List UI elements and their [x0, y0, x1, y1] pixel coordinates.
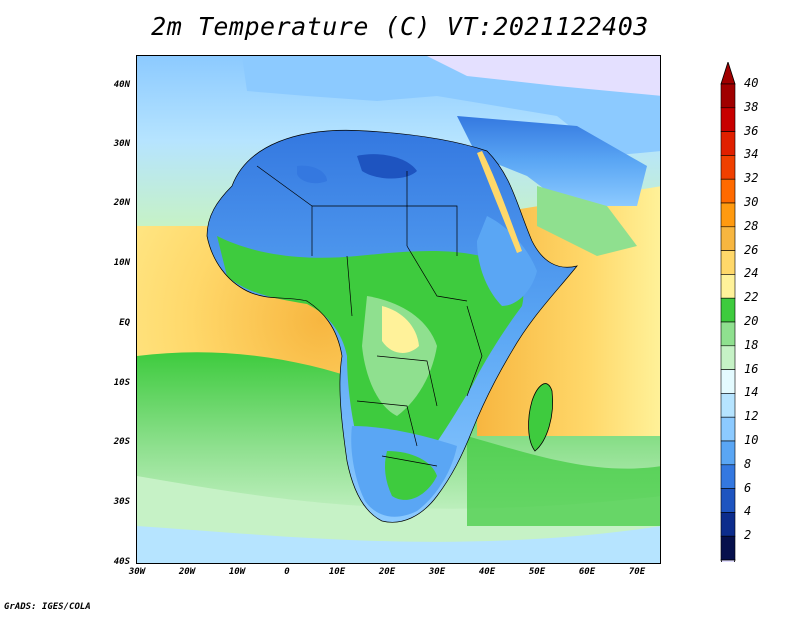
colorbar-tick-label: 2 [744, 528, 752, 543]
colorbar-tick-label: 14 [744, 385, 759, 400]
colorbar-tick-label: 40 [744, 76, 759, 90]
lon-label-20e: 20E [378, 567, 396, 577]
colorbar-bin [720, 178, 736, 204]
cold-europe-region [427, 56, 660, 96]
colorbar-bin [720, 226, 736, 251]
lon-label-0: 0 [284, 567, 290, 577]
lon-label-20w: 20W [178, 567, 196, 577]
colorbar-tick-label: 8 [744, 456, 752, 471]
lat-label-eq: EQ [119, 318, 130, 328]
lat-label-20s: 20S [113, 437, 130, 447]
colorbar-tick-label: 30 [744, 195, 759, 209]
colorbar-tick-label: 4 [744, 504, 752, 519]
southern-ocean-cold-band [137, 526, 660, 563]
colorbar-bin [720, 83, 736, 109]
colorbar-bin [720, 250, 736, 275]
lat-label-30s: 30S [113, 497, 130, 507]
colorbar-bin [720, 464, 736, 489]
ethiopia-highlands [477, 216, 537, 306]
country-borders [206, 129, 578, 523]
lon-label-10w: 10W [228, 567, 246, 577]
arabian-peninsula-south [537, 186, 637, 256]
colorbar-tick-label: 10 [744, 433, 759, 447]
colorbar [720, 62, 736, 562]
lat-label-30n: 30N [113, 139, 130, 149]
colorbar-bin [720, 274, 736, 299]
colorbar-tick-label: 6 [744, 480, 752, 495]
chart-title: 2m Temperature (C) VT:2021122403 [151, 12, 649, 41]
colorbar-tick-label: 24 [744, 266, 759, 281]
colorbar-tick-label: 22 [744, 290, 759, 305]
colorbar-tick-label: 20 [744, 314, 759, 328]
sahara-cold-spot-2 [297, 165, 327, 184]
colorbar-top-arrow [720, 62, 736, 85]
congo-warm-spot [382, 306, 419, 353]
colorbar-bin [720, 512, 736, 537]
lon-label-10e: 10E [328, 567, 346, 577]
red-sea [477, 151, 522, 253]
colorbar-tick-label: 16 [744, 361, 759, 376]
lon-label-30w: 30W [128, 567, 146, 577]
grads-credit: GrADS: IGES/COLA [4, 602, 91, 612]
southern-africa-green [384, 451, 437, 500]
colorbar-bin [720, 131, 736, 156]
colorbar-bin [720, 535, 736, 561]
colorbar-tick-label: 34 [744, 147, 759, 162]
lat-label-10n: 10N [113, 258, 130, 268]
map-plot-area [136, 55, 661, 564]
colorbar-tick-label: 36 [744, 123, 759, 138]
colorbar-bin [720, 369, 736, 394]
colorbar-tick-label: 18 [744, 337, 759, 352]
madagascar-island [528, 383, 554, 452]
temperature-field-map [137, 56, 660, 563]
colorbar-bin [720, 155, 736, 180]
lon-label-60e: 60E [578, 567, 596, 577]
lon-label-50e: 50E [528, 567, 546, 577]
colorbar-tick-label: 32 [744, 171, 759, 186]
colorbar-tick-label: 26 [744, 242, 759, 257]
colorbar-bin [720, 440, 736, 466]
lat-label-40n: 40N [113, 80, 130, 90]
colorbar-bin [720, 321, 736, 347]
lat-label-10s: 10S [113, 378, 130, 388]
colorbar-bin [720, 107, 736, 132]
arabian-peninsula-north [457, 116, 647, 206]
colorbar-tick-label: 38 [744, 99, 759, 114]
colorbar-tick-label: 12 [744, 409, 759, 424]
lon-label-30e: 30E [428, 567, 446, 577]
colorbar-bin [720, 393, 736, 418]
colorbar-bin [720, 488, 736, 513]
colorbar-tick-label: 28 [744, 218, 759, 233]
colorbar-bottom-arrow [720, 559, 736, 562]
south-indian-green-band [467, 436, 660, 526]
lat-label-40s: 40S [113, 557, 130, 567]
colorbar-bin [720, 416, 736, 442]
lon-label-40e: 40E [478, 567, 496, 577]
colorbar-bin [720, 202, 736, 228]
lon-label-70e: 70E [628, 567, 646, 577]
lat-label-20n: 20N [113, 198, 130, 208]
sahara-cold-spot-1 [357, 154, 417, 179]
congo-basin-region [362, 296, 437, 416]
colorbar-bin [720, 345, 736, 370]
colorbar-bin [720, 297, 736, 323]
